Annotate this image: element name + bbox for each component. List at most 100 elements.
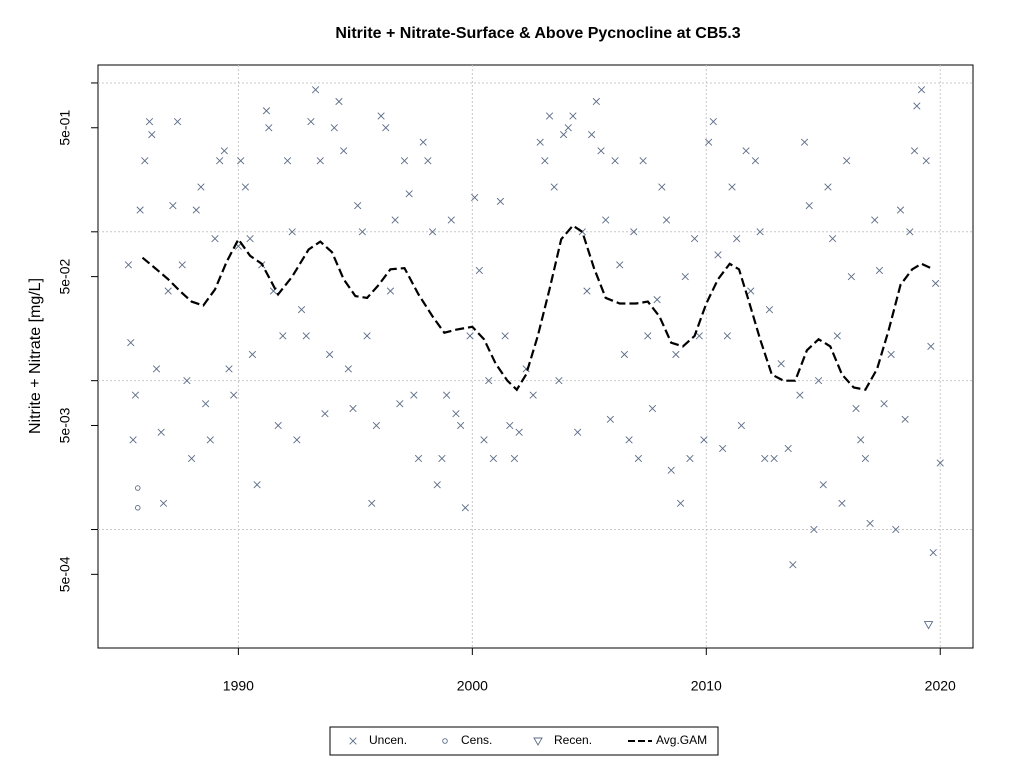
point [857,436,865,444]
point [344,365,352,373]
point [489,454,498,463]
point [819,481,827,489]
point [634,454,643,463]
point [424,157,432,165]
point [667,466,675,474]
point [152,365,161,373]
point [756,228,764,236]
point [377,112,385,120]
point [136,206,144,214]
point [349,404,357,413]
point [466,332,474,340]
point [662,216,671,224]
point [363,332,371,340]
point [733,235,741,243]
point [728,183,736,191]
point [400,157,409,165]
point [564,124,572,132]
point [709,117,717,126]
x-tick-label: 2000 [457,678,488,694]
point [686,454,694,463]
point [761,454,769,463]
point [833,332,841,340]
point [372,421,381,430]
point [433,481,441,489]
point [368,499,376,507]
point [262,107,271,115]
point [700,436,708,444]
x-tick-label: 1990 [223,678,254,694]
point [340,147,348,155]
point [866,519,874,527]
point [501,332,509,340]
point [145,117,154,126]
point [917,86,926,94]
point [838,499,846,507]
point [843,157,851,165]
point [824,183,832,191]
point [202,400,210,408]
x-tick-label: 2010 [691,678,722,694]
point [770,454,778,463]
point [192,206,200,214]
point [805,201,813,210]
legend-label: Cens. [461,733,492,747]
point [810,525,818,534]
point [405,190,413,198]
point [616,261,624,269]
point [237,157,245,165]
y-tick-label: 5e-03 [57,407,73,443]
point [335,97,343,106]
point [630,228,638,236]
point [690,235,699,243]
point [211,235,219,243]
point [135,485,141,491]
point [602,216,610,224]
point [597,147,605,155]
point [293,436,301,444]
point [913,102,921,110]
point [135,505,141,511]
point [349,737,357,745]
point [648,404,657,413]
point [592,97,600,106]
point [297,306,306,314]
point [447,216,455,224]
y-tick-label: 5e-04 [57,556,73,592]
point [457,421,465,430]
point [438,454,446,463]
point [583,287,591,295]
point [892,525,900,534]
point [887,350,895,359]
point [225,365,233,373]
point [936,459,944,467]
point [248,350,257,359]
point [265,124,273,132]
point [714,251,722,259]
point [230,391,238,399]
point [288,228,296,236]
point [927,342,935,350]
point [896,206,905,214]
point [737,421,746,430]
point [719,444,727,453]
point [751,157,760,165]
point [875,266,884,275]
point [197,183,205,191]
point [419,138,427,146]
point [784,444,792,453]
point [901,415,909,423]
point [396,400,404,408]
point [391,216,399,224]
point [639,157,647,165]
point [330,124,338,132]
point [555,377,563,385]
point [929,548,937,557]
point [354,201,362,210]
point [923,621,934,630]
legend-label: Recen. [554,733,592,747]
point [382,124,390,132]
point [529,391,537,399]
point [742,147,750,155]
